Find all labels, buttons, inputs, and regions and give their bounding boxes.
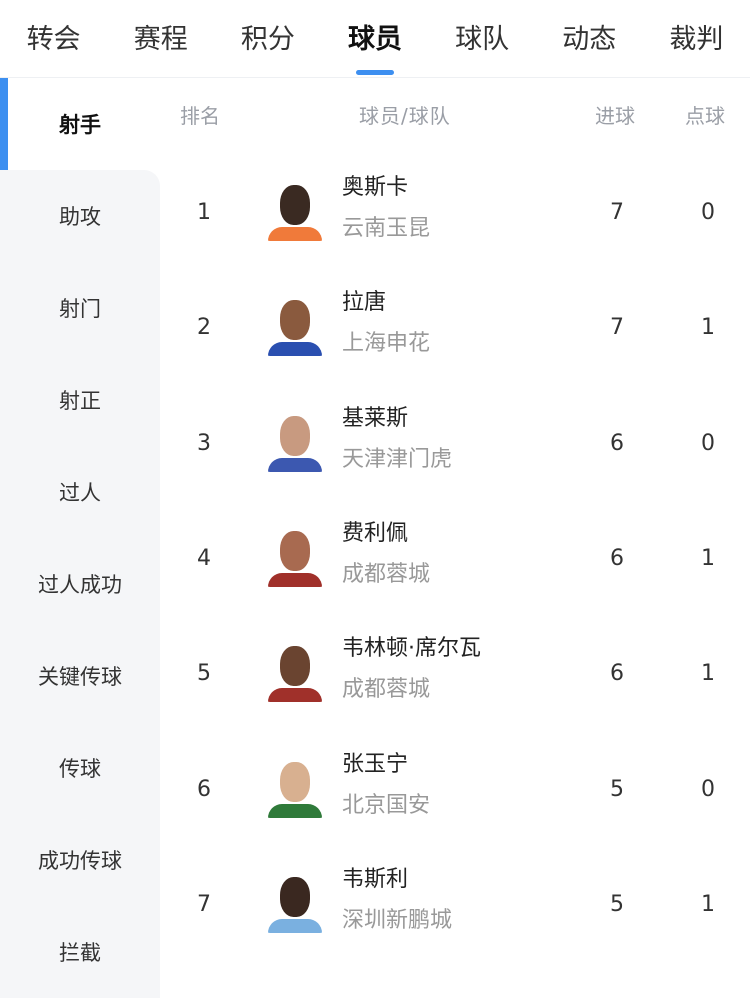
goals: 6 [610,430,624,456]
penalties: 0 [701,430,715,456]
table-row[interactable]: 4 费利佩 成都蓉城 6 1 [160,501,750,616]
sidebar-item-2[interactable]: 射门 [0,262,160,354]
player-avatar [266,298,324,357]
tab-4[interactable]: 球队 [455,24,510,55]
player-name[interactable]: 基莱斯 [342,405,409,431]
player-avatar [266,528,324,587]
tab-1[interactable]: 赛程 [133,24,188,55]
goals: 7 [610,200,624,225]
header-player-team: 球员/球队 [359,104,451,128]
penalties: 1 [701,661,715,687]
rank: 4 [197,545,211,571]
team-name[interactable]: 云南玉昆 [342,216,431,241]
team-name[interactable]: 北京国安 [342,792,431,818]
table-row[interactable]: 6 张玉宁 北京国安 5 0 [160,732,750,847]
sidebar-item-4[interactable]: 过人 [0,446,160,538]
sidebar-item-3[interactable]: 射正 [0,354,160,446]
sidebar-item-9[interactable]: 拦截 [0,906,160,998]
team-name[interactable]: 成都蓉城 [342,561,431,587]
rank: 5 [197,661,211,687]
rank: 1 [197,200,211,225]
player-name[interactable]: 韦斯利 [342,866,409,892]
tab-2[interactable]: 积分 [240,24,295,55]
table-header: 排名 球员/球队 进球 点球 [160,100,750,134]
player-avatar [266,874,324,933]
tab-6[interactable]: 裁判 [669,24,724,55]
tab-5[interactable]: 动态 [562,24,617,55]
header-penalties: 点球 [685,104,725,128]
table-row[interactable]: 7 韦斯利 深圳新鹏城 5 1 [160,847,750,962]
team-name[interactable]: 深圳新鹏城 [342,907,453,933]
sidebar-item-5[interactable]: 过人成功 [0,538,160,630]
player-name[interactable]: 韦林顿·席尔瓦 [342,636,481,662]
tab-3[interactable]: 球员 [321,0,428,77]
rank: 3 [197,430,211,456]
player-name[interactable]: 费利佩 [342,520,409,546]
header-goals: 进球 [595,104,635,128]
player-name[interactable]: 张玉宁 [342,751,409,777]
team-name[interactable]: 成都蓉城 [342,677,431,703]
player-name[interactable]: 拉唐 [342,290,387,316]
sidebar-item-7[interactable]: 传球 [0,722,160,814]
goals: 7 [610,315,624,341]
penalties: 0 [701,776,715,802]
sidebar-item-6[interactable]: 关键传球 [0,630,160,722]
penalties: 1 [701,545,715,571]
rank: 6 [197,776,211,802]
header-rank: 排名 [180,104,220,128]
player-avatar [266,413,324,472]
player-avatar [266,183,324,241]
team-name[interactable]: 上海申花 [342,331,431,357]
player-avatar [266,759,324,818]
top-tabs: 转会 赛程 积分 球员 球队 动态 裁判 [0,0,750,78]
table-row[interactable]: 2 拉唐 上海申花 7 1 [160,270,750,385]
table-row[interactable]: 5 韦林顿·席尔瓦 成都蓉城 6 1 [160,616,750,731]
sidebar-item-8[interactable]: 成功传球 [0,814,160,906]
penalties: 1 [701,315,715,341]
goals: 5 [610,891,624,917]
player-avatar [266,644,324,703]
table-row[interactable]: 1 奥斯卡 云南玉昆 7 0 [160,155,750,270]
table-row[interactable]: 3 基莱斯 天津津门虎 6 0 [160,386,750,501]
goals: 6 [610,661,624,687]
rank: 7 [197,891,211,917]
player-name[interactable]: 奥斯卡 [342,175,409,200]
tab-0[interactable]: 转会 [26,24,81,55]
sidebar-item-0[interactable]: 射手 [0,78,160,170]
penalties: 1 [701,891,715,917]
rank: 2 [197,315,211,341]
team-name[interactable]: 天津津门虎 [342,446,453,472]
sidebar-item-1[interactable]: 助攻 [0,170,160,262]
goals: 5 [610,776,624,802]
stat-sidebar: 射手 助攻 射门 射正 过人 过人成功 关键传球 传球 成功传球 拦截 [0,78,160,998]
goals: 6 [610,545,624,571]
penalties: 0 [701,200,715,225]
